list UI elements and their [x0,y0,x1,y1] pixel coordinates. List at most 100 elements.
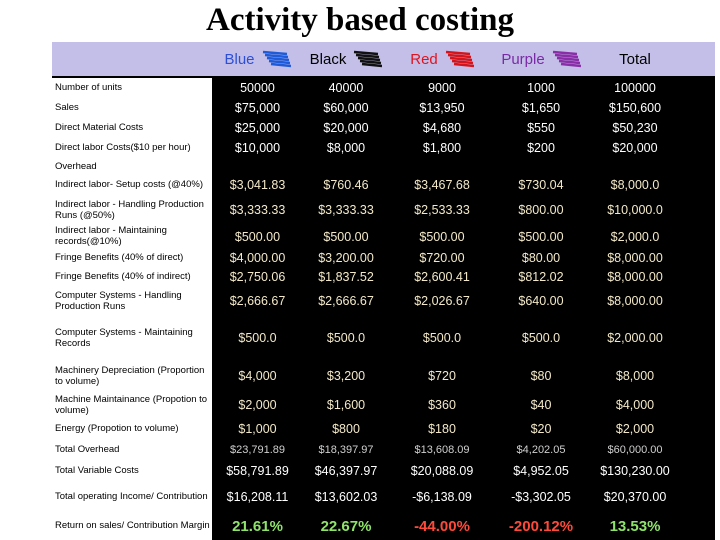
cell-value: $2,666.67 [318,294,374,308]
cell-value: $2,600.41 [414,270,470,284]
pen [264,53,288,59]
pen [558,59,580,65]
cell-value: $640.00 [518,294,564,308]
pen [554,53,578,59]
cell-value: $500.0 [422,331,462,345]
cell-value: $4,000.00 [229,251,286,265]
cell-value: $500.00 [518,229,564,244]
pen [268,59,290,65]
cell-value: 13.53% [609,517,661,535]
column-header-text: Blue [224,50,255,68]
header-band [52,42,715,76]
cell-value: $8,000.00 [607,270,663,284]
cell-value: $8,000.00 [607,294,663,308]
row-label: Total Overhead [52,440,212,460]
cell-value: $2,533.33 [414,203,470,217]
pen [266,56,289,62]
row-label: Sales [52,98,212,118]
cell-value: -200.12% [508,517,574,535]
cell-value: $360 [428,398,456,412]
cell-value: 1000 [527,81,555,95]
column-header-text: Black [309,50,347,68]
cell-value: $20,000 [323,121,369,135]
row-label: Return on sales/ Contribution Margin [52,512,212,540]
cell-value: $812.02 [518,270,564,284]
cell-value: $2,000 [238,398,277,412]
pen [552,50,577,56]
cell-value: $80.00 [521,251,561,265]
cell-value: $730.04 [518,178,564,192]
cell-value: $20,088.09 [410,464,474,478]
pen-icon [262,50,291,68]
cell-value: $720.00 [419,251,465,265]
cell-value: $550 [527,121,555,135]
cell-value: $25,000 [234,121,281,135]
row-label: Computer Systems - Maintaining Records [52,316,212,360]
pen [262,50,287,56]
pen [447,53,471,59]
cell-value: $3,041.83 [229,178,286,192]
cell-value: $8,000.0 [610,178,660,192]
column-header: Black [300,42,392,76]
cell-value: $4,000 [615,398,655,412]
cell-value: -$6,138.09 [412,490,472,504]
cell-value: -44.00% [414,517,470,535]
cell-value: $13,608.09 [414,444,470,456]
column-header-text: Purple [501,50,545,68]
cell-value: $20,370.00 [603,490,667,504]
cell-value: $2,026.67 [414,294,470,308]
cell-value: $23,791.89 [229,444,286,456]
row-label: Direct labor Costs($10 per hour) [52,138,212,158]
cell-value: $4,202.05 [516,444,566,456]
pen [270,62,291,68]
cell-value: $58,791.89 [226,464,289,478]
cell-value: 100000 [614,81,656,95]
pen [556,56,579,62]
cell-value: $10,000.0 [607,203,663,217]
cell-value: $2,000 [615,422,655,436]
cell-value: $150,600 [608,101,662,115]
cell-value: $180 [428,422,456,436]
pen [445,50,470,56]
column-header: Red [392,42,492,76]
pen [449,56,472,62]
cell-value: 21.61% [232,517,283,535]
row-label: Machinery Depreciation (Proportion to vo… [52,360,212,392]
pen [356,53,380,59]
cell-value: $1,000 [238,422,277,436]
column-header: Blue [215,42,300,76]
row-label: Fringe Benefits (40% of direct) [52,248,212,268]
column-header-text: Total [619,50,651,68]
cell-value: $20 [530,422,552,436]
slide-title: Activity based costing [206,2,514,38]
pen [362,62,383,68]
cell-value: $4,680 [422,121,462,135]
column-header: Total [590,42,680,76]
row-label: Total operating Income/ Contribution [52,482,212,512]
cell-value: $40 [530,398,552,412]
cell-value: $130,230.00 [600,464,670,478]
cell-value: $3,200.00 [318,251,374,265]
row-label: Fringe Benefits (40% of indirect) [52,268,212,286]
cell-value: $3,333.33 [229,203,286,217]
cell-value: $760.46 [323,178,369,192]
cell-value: $46,397.97 [314,464,378,478]
cell-value: $18,397.97 [318,444,374,456]
cell-value: $500.0 [521,331,561,345]
cell-value: $75,000 [234,101,281,115]
row-label: Indirect labor- Setup costs (@40%) [52,175,212,195]
cell-value: $50,230 [612,121,658,135]
pen [354,50,379,56]
cell-value: 22.67% [320,517,372,535]
cell-value: $500.0 [326,331,366,345]
cell-value: $500.00 [234,229,281,244]
cell-value: $800.00 [518,203,564,217]
cell-value: $60,000 [323,101,369,115]
cell-value: $1,650 [521,101,561,115]
cell-value: $3,467.68 [414,178,470,192]
pen [360,59,382,65]
cell-value: $3,333.33 [318,203,374,217]
cell-value: $800 [332,422,360,436]
cell-value: $60,000.00 [607,444,663,456]
